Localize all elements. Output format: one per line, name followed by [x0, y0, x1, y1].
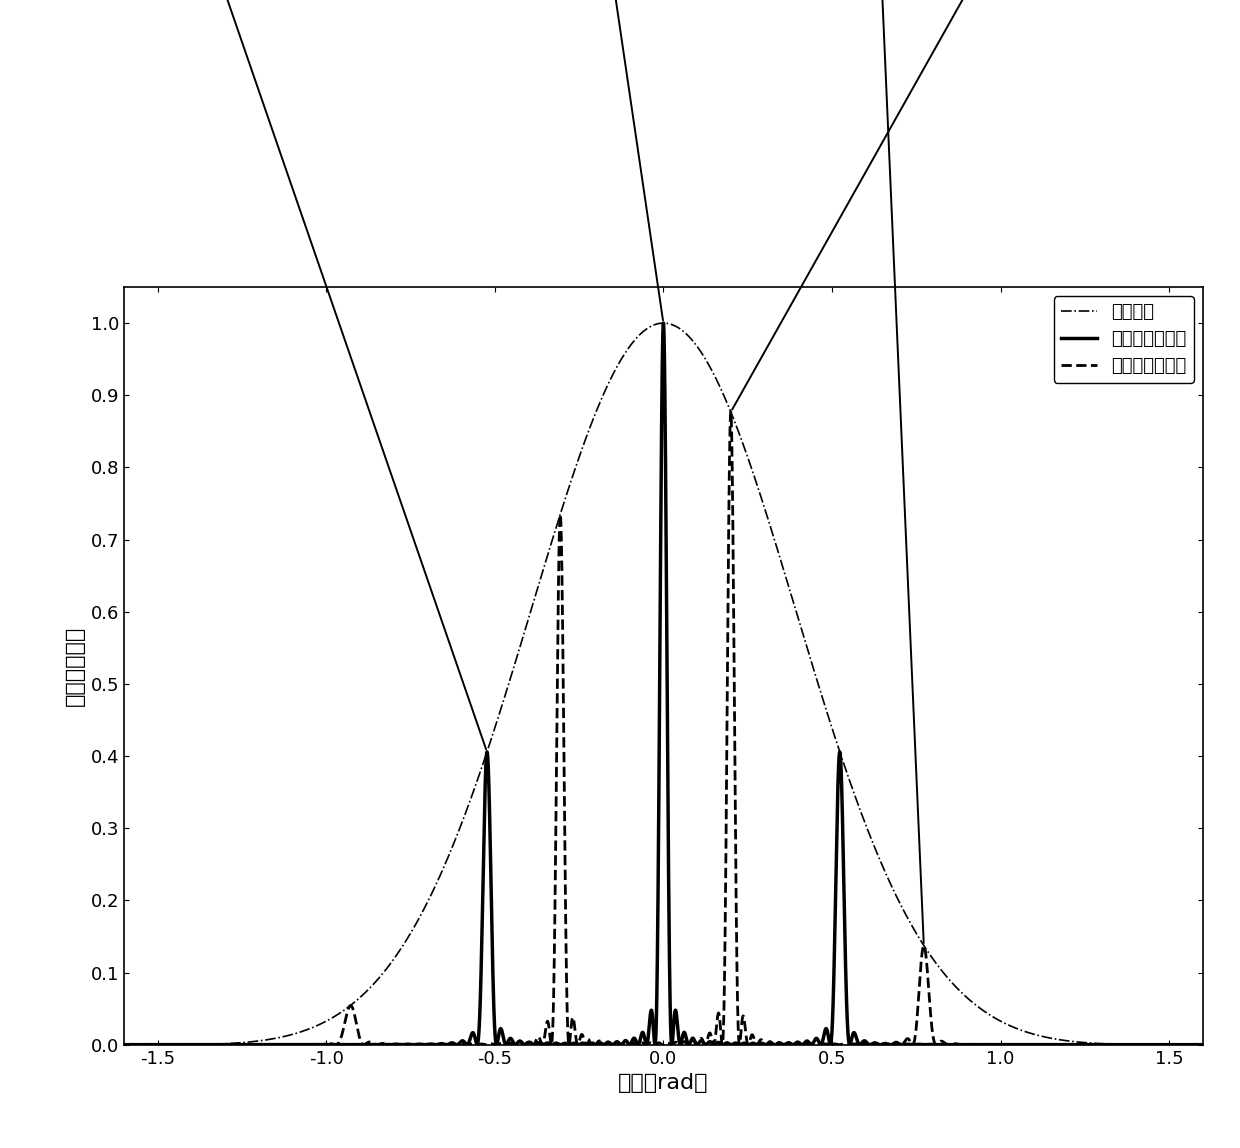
- 偏转后远场光强: [175, 1038, 190, 1052]
- 衍射包络: [436, 861, 451, 875]
- 偏转后远场光强: [1185, 1038, 1200, 1052]
- Line: 偏转后远场光强: 偏转后远场光强: [124, 412, 1203, 1045]
- 偏转前远场光强: [175, 1038, 190, 1052]
- Legend: 衍射包络, 偏转前远场光强, 偏转后远场光强: 衍射包络, 偏转前远场光强, 偏转后远场光强: [1054, 296, 1194, 382]
- 偏转后远场光强: [436, 1038, 451, 1052]
- 偏转后远场光强: [804, 1038, 818, 1052]
- 衍射包络: [656, 316, 671, 329]
- 衍射包络: [926, 954, 941, 968]
- 偏转后远场光强: [1195, 1038, 1210, 1052]
- 偏转前远场光强: [656, 316, 671, 329]
- 偏转前远场光强: [117, 1038, 131, 1052]
- Line: 偏转前远场光强: 偏转前远场光强: [124, 323, 1203, 1045]
- 偏转后远场光强: [926, 1035, 941, 1049]
- Text: 偏转前主瓣: 偏转前主瓣: [562, 0, 663, 320]
- Y-axis label: 远场相对光强: 远场相对光强: [64, 626, 86, 706]
- 衍射包络: [804, 652, 818, 666]
- 偏转前远场光强: [1195, 1038, 1210, 1052]
- 偏转后远场光强: [675, 1037, 689, 1050]
- 偏转前远场光强: [611, 1035, 626, 1049]
- 衍射包络: [1195, 1038, 1210, 1052]
- 偏转后远场光强: [723, 405, 738, 419]
- 偏转后远场光强: [117, 1038, 131, 1052]
- 衍射包络: [611, 357, 626, 371]
- X-axis label: 角度（rad）: 角度（rad）: [619, 1073, 708, 1093]
- 偏转后远场光强: [611, 1037, 626, 1050]
- 衍射包络: [126, 1038, 141, 1052]
- 衍射包络: [175, 1038, 190, 1052]
- 衍射包络: [675, 323, 689, 336]
- 偏转前远场光强: [926, 1038, 941, 1052]
- 衍射包络: [117, 1038, 131, 1052]
- 偏转前远场光强: [675, 1034, 689, 1048]
- 偏转前远场光强: [804, 1038, 818, 1052]
- Text: 偏转后栅瓣: 偏转后栅瓣: [832, 0, 924, 943]
- Line: 衍射包络: 衍射包络: [124, 323, 1203, 1045]
- 偏转前远场光强: [126, 1038, 141, 1052]
- Text: 偏转前栅瓣: 偏转前栅瓣: [157, 0, 486, 750]
- Text: 偏转后主瓣: 偏转后主瓣: [732, 0, 1050, 410]
- 偏转前远场光强: [436, 1037, 451, 1050]
